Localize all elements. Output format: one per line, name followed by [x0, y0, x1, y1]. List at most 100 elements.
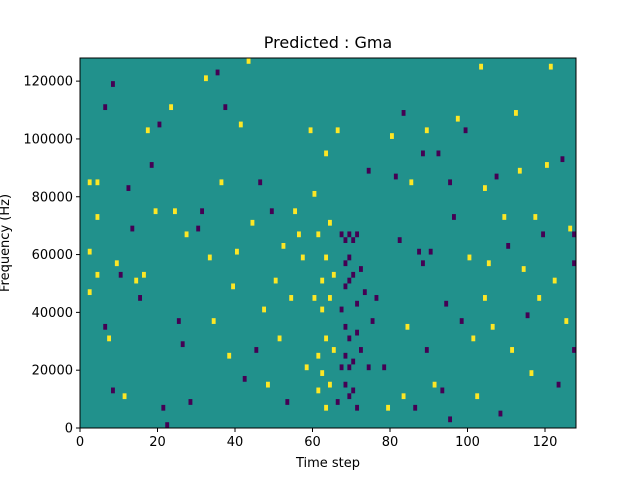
heatmap-cell — [149, 162, 154, 168]
heatmap-cell — [331, 347, 336, 353]
heatmap-cell — [533, 214, 538, 220]
heatmap-cell — [184, 231, 189, 238]
heatmap-cell — [316, 387, 321, 394]
heatmap-cell — [223, 104, 228, 111]
heatmap-cell — [545, 162, 549, 168]
heatmap-cell — [324, 335, 329, 342]
heatmap-cell — [176, 318, 181, 324]
heatmap-cell — [246, 58, 251, 64]
y-tick-label: 40000 — [32, 306, 73, 321]
heatmap-cell — [351, 237, 356, 243]
heatmap-cell — [494, 173, 499, 180]
heatmap-cell — [370, 318, 375, 324]
heatmap-cell — [483, 295, 487, 301]
heatmap-cell — [409, 179, 414, 186]
heatmap-cell — [351, 358, 356, 365]
heatmap-cell — [343, 323, 348, 330]
heatmap-cell — [316, 231, 321, 238]
heatmap-cell — [266, 381, 270, 388]
heatmap-cell — [541, 231, 546, 238]
heatmap-cell — [355, 300, 360, 307]
heatmap-cell — [428, 248, 433, 255]
heatmap-cell — [556, 381, 561, 388]
heatmap-cell — [254, 347, 259, 353]
heatmap-cell — [448, 179, 453, 186]
heatmap-cell — [483, 185, 487, 191]
heatmap-cell — [479, 63, 484, 70]
heatmap-cell — [126, 185, 131, 191]
heatmap-cell — [219, 179, 224, 186]
heatmap-cell — [343, 381, 348, 388]
heatmap-cell — [424, 127, 429, 134]
heatmap-cell — [242, 375, 247, 382]
heatmap-cell — [231, 283, 236, 290]
x-tick-label: 80 — [382, 435, 399, 450]
heatmap-cell — [510, 347, 515, 353]
heatmap-cell — [355, 231, 360, 238]
heatmap-cell — [355, 329, 360, 336]
heatmap-cell — [250, 219, 255, 226]
heatmap-cell — [440, 387, 445, 394]
heatmap-cell — [498, 410, 503, 417]
heatmap-cell — [525, 312, 530, 319]
heatmap-cell — [432, 381, 437, 388]
heatmap-cell — [517, 167, 522, 174]
y-tick-label: 0 — [65, 422, 73, 437]
heatmap-cell — [347, 393, 352, 400]
heatmap-cell — [366, 167, 371, 174]
heatmap-cell — [382, 364, 387, 371]
heatmap-cell — [355, 404, 360, 411]
heatmap-cell — [122, 393, 127, 400]
heatmap-cell — [114, 260, 119, 267]
heatmap-cell — [448, 416, 453, 423]
heatmap-cell — [413, 404, 418, 411]
heatmap-cell — [390, 133, 394, 139]
heatmap-cell — [366, 364, 371, 371]
heatmap-cell — [572, 260, 577, 267]
heatmap-cell — [320, 370, 325, 376]
y-axis: 0 20000 40000 60000 80000 100000 120000 — [23, 75, 80, 437]
heatmap-cell — [490, 323, 495, 330]
heatmap-cell — [95, 179, 100, 186]
heatmap-cell — [130, 225, 135, 232]
heatmap-cell — [452, 214, 456, 220]
heatmap-cell — [328, 219, 332, 226]
heatmap-cell — [359, 347, 363, 353]
heatmap-cell — [343, 352, 348, 359]
y-tick-label: 120000 — [23, 75, 73, 90]
heatmap-cell — [269, 208, 274, 215]
y-tick-label: 80000 — [32, 190, 73, 205]
x-tick-label: 100 — [455, 435, 480, 450]
heatmap-cell — [459, 318, 464, 324]
heatmap-cell — [328, 381, 332, 388]
heatmap-cell — [107, 335, 112, 342]
heatmap-cell — [463, 127, 468, 134]
heatmap-cell — [95, 214, 100, 220]
heatmap-cell — [312, 295, 317, 301]
heatmap-cell — [417, 248, 422, 255]
heatmap-cell — [173, 208, 177, 215]
heatmap-cell — [572, 231, 577, 238]
heatmap-cell — [169, 104, 174, 111]
heatmap-cell — [138, 295, 143, 301]
heatmap-cell — [161, 404, 166, 411]
heatmap-cell — [297, 231, 301, 238]
heatmap-cell — [362, 289, 367, 296]
heatmap-cell — [421, 260, 425, 267]
plot-area — [79, 57, 577, 429]
heatmap-cell — [467, 254, 472, 261]
heatmap-cell — [300, 254, 305, 261]
heatmap-cell — [343, 283, 348, 290]
heatmap-cell — [471, 335, 476, 342]
heatmap-cell — [273, 277, 278, 284]
heatmap-cell — [351, 387, 356, 394]
heatmap-cell — [343, 260, 348, 267]
heatmap-cell — [347, 277, 352, 284]
heatmap-cell — [421, 150, 425, 157]
heatmap-cell — [424, 347, 429, 353]
heatmap-cell — [316, 352, 321, 359]
heatmap-cell — [444, 300, 449, 307]
heatmap-cell — [401, 393, 406, 400]
x-tick-label: 0 — [76, 435, 84, 450]
